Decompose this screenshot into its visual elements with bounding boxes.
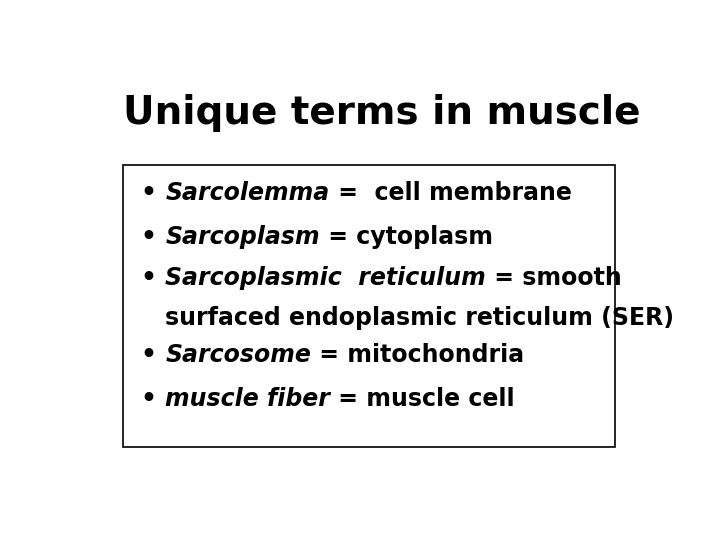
- Text: •: •: [140, 343, 156, 367]
- Text: =  cell membrane: = cell membrane: [330, 181, 572, 205]
- Text: Sarcosome: Sarcosome: [166, 343, 311, 367]
- Text: muscle fiber: muscle fiber: [166, 387, 330, 411]
- Text: Sarcolemma: Sarcolemma: [166, 181, 330, 205]
- Text: Unique terms in muscle: Unique terms in muscle: [124, 94, 641, 132]
- Text: •: •: [140, 387, 156, 411]
- Text: •: •: [140, 225, 156, 249]
- Text: = smooth: = smooth: [486, 266, 622, 291]
- Text: = cytoplasm: = cytoplasm: [320, 225, 493, 249]
- Text: Sarcoplasmic  reticulum: Sarcoplasmic reticulum: [166, 266, 486, 291]
- Text: Sarcoplasm: Sarcoplasm: [166, 225, 320, 249]
- Text: = mitochondria: = mitochondria: [311, 343, 524, 367]
- Text: = muscle cell: = muscle cell: [330, 387, 515, 411]
- Text: •: •: [140, 181, 156, 205]
- Text: surfaced endoplasmic reticulum (SER): surfaced endoplasmic reticulum (SER): [166, 306, 675, 330]
- FancyBboxPatch shape: [124, 165, 615, 447]
- Text: •: •: [140, 266, 156, 291]
